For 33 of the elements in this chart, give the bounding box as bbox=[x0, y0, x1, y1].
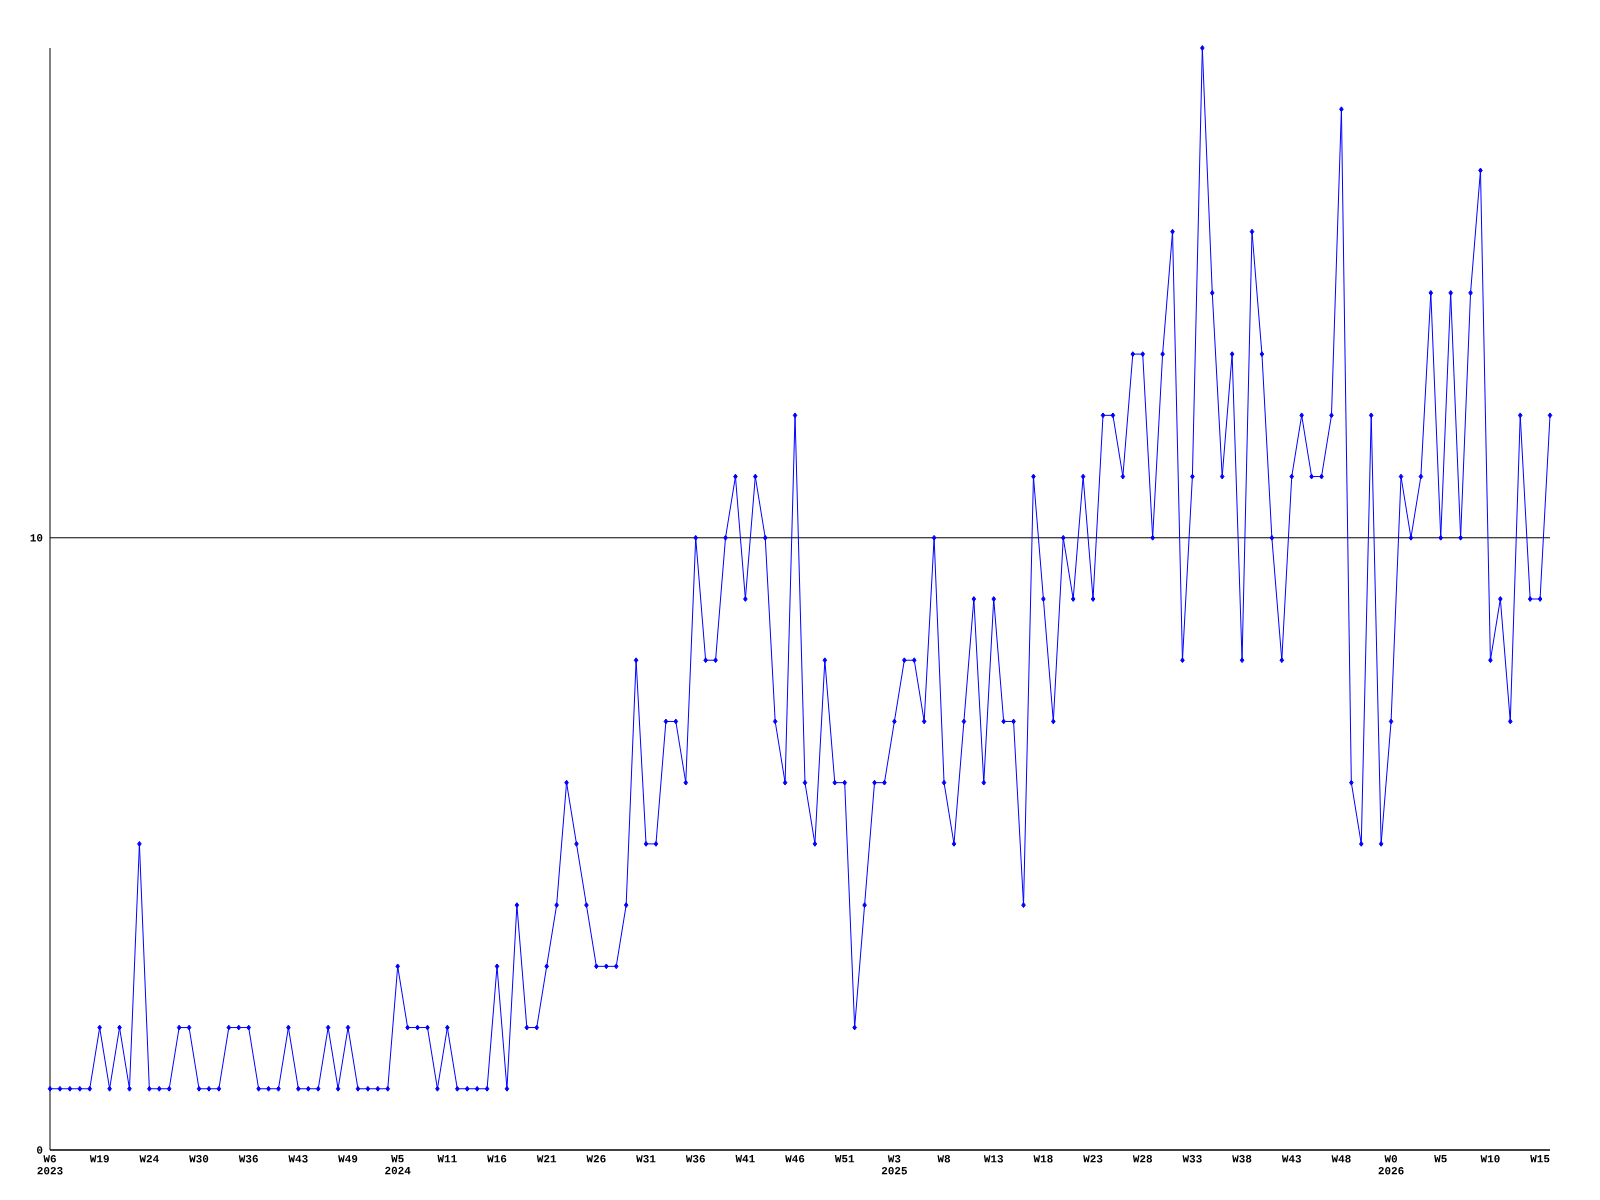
x-tick-label: W15 bbox=[1530, 1155, 1550, 1163]
x-tick-label: W51 bbox=[834, 1155, 855, 1163]
x-tick-label: W5 bbox=[1434, 1155, 1447, 1163]
x-tick-label: W46 bbox=[785, 1155, 805, 1163]
x-tick-label: W23 bbox=[1083, 1155, 1103, 1163]
x-tick-label: W36 bbox=[238, 1155, 258, 1163]
x-tick-label: W8 bbox=[937, 1155, 951, 1163]
x-tick-label: W48 bbox=[1331, 1155, 1351, 1163]
x-tick-label: W13 bbox=[983, 1155, 1004, 1163]
x-tick-label: W0 2026 bbox=[1378, 1155, 1404, 1175]
x-tick-label: W26 bbox=[586, 1155, 606, 1163]
x-tick-label: W41 bbox=[735, 1155, 755, 1163]
y-tick-label: 0 bbox=[37, 1146, 43, 1154]
x-tick-label: W31 bbox=[636, 1155, 656, 1163]
x-tick-label: W33 bbox=[1182, 1155, 1202, 1163]
x-tick-label: W16 bbox=[487, 1155, 507, 1163]
x-tick-label: W28 bbox=[1132, 1155, 1153, 1163]
x-tick-label: W10 bbox=[1480, 1155, 1500, 1163]
x-tick-label: W21 bbox=[536, 1155, 557, 1163]
x-tick-label: W6 2023 bbox=[37, 1155, 63, 1175]
x-tick-label: W5 2024 bbox=[385, 1155, 411, 1175]
x-tick-label: W43 bbox=[288, 1155, 308, 1163]
x-tick-label: W18 bbox=[1033, 1155, 1053, 1163]
x-tick-label: W30 bbox=[189, 1155, 209, 1163]
x-tick-label: W3 2025 bbox=[881, 1155, 907, 1175]
x-tick-label: W43 bbox=[1281, 1155, 1302, 1163]
y-tick-label: 10 bbox=[30, 534, 43, 542]
x-tick-label: W11 bbox=[437, 1155, 457, 1163]
x-tick-label: W36 bbox=[685, 1155, 705, 1163]
x-tick-label: W24 bbox=[139, 1155, 159, 1163]
x-tick-label: W49 bbox=[338, 1155, 358, 1163]
x-tick-label: W19 bbox=[89, 1155, 109, 1163]
x-tick-label: W38 bbox=[1232, 1155, 1252, 1163]
